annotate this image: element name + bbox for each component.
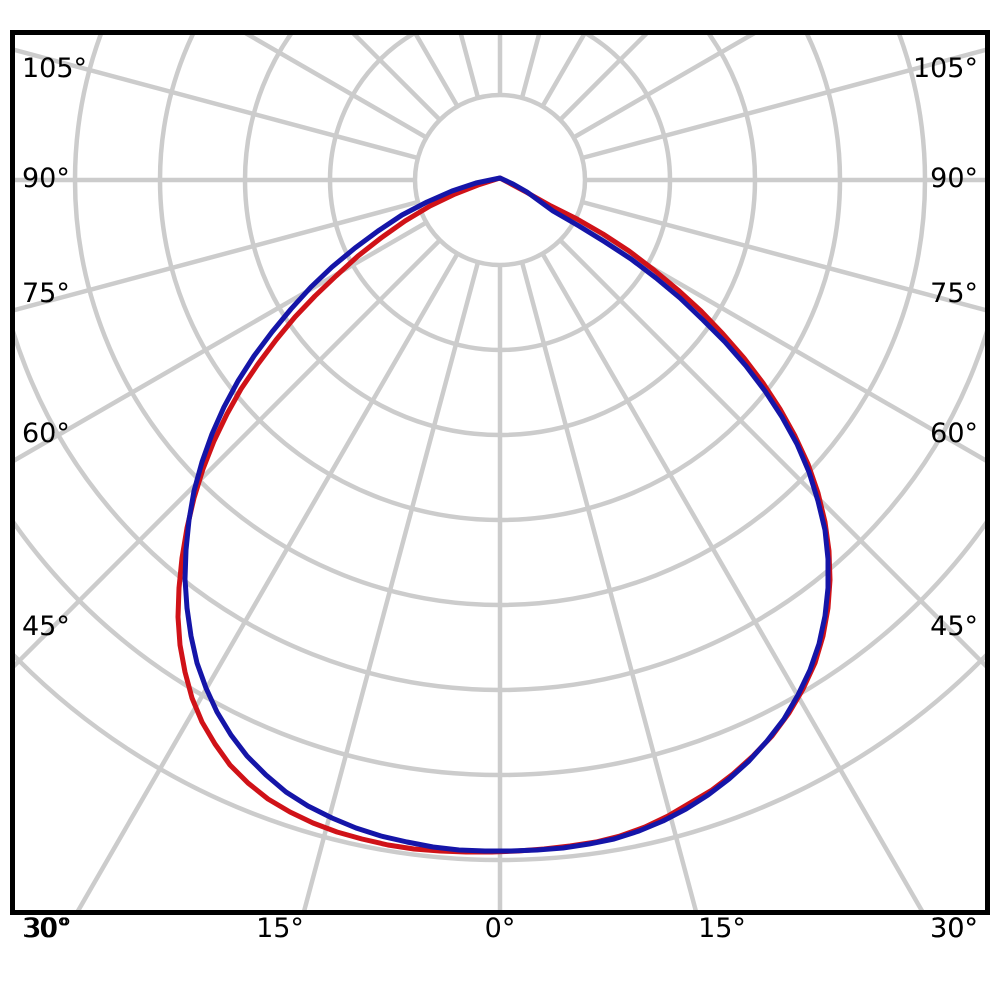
- grid-spoke--120: [244, 35, 428, 140]
- angle-label-bottom-1: 15°: [256, 913, 304, 944]
- grid-spoke-105: [581, 47, 985, 161]
- angle-label-bottom-4: 30°: [930, 913, 978, 944]
- angle-label-right-5: 30°: [930, 913, 978, 944]
- angle-label-bottom-0: 30°: [24, 913, 72, 944]
- curve-c90-c270: [182, 175, 831, 854]
- grid-spoke-15: [519, 261, 698, 910]
- angle-label-right-3: 60°: [930, 418, 978, 449]
- angle-label-bottom-3: 15°: [698, 913, 746, 944]
- polar-grid: [15, 35, 985, 910]
- grid-spoke-120: [572, 35, 756, 140]
- grid-spoke-75: [581, 199, 985, 313]
- plot-frame: [10, 30, 990, 915]
- grid-spoke-45: [558, 238, 985, 669]
- grid-spoke-60: [572, 220, 985, 463]
- grid-spoke-30: [540, 252, 925, 910]
- polar-grid-and-curves: [15, 35, 985, 910]
- angle-label-left-4: 45°: [22, 611, 70, 642]
- distribution-curves: [175, 175, 833, 855]
- angle-label-right-1: 90°: [930, 163, 978, 194]
- grid-spoke--75: [15, 199, 419, 313]
- grid-spoke--60: [15, 220, 428, 463]
- angle-label-left-2: 75°: [22, 278, 70, 309]
- angle-label-left-5: 30°: [22, 913, 70, 944]
- angle-label-right-4: 45°: [930, 611, 978, 642]
- grid-spoke--15: [302, 261, 481, 910]
- angle-label-right-2: 75°: [930, 278, 978, 309]
- grid-spoke--45: [15, 238, 442, 669]
- angle-label-left-1: 90°: [22, 163, 70, 194]
- grid-spoke--105: [15, 47, 419, 161]
- angle-label-left-3: 60°: [22, 418, 70, 449]
- curve-c0-c180: [175, 175, 833, 855]
- angle-label-right-0: 105°: [912, 53, 978, 84]
- grid-spoke--30: [75, 252, 460, 910]
- angle-label-left-0: 105°: [22, 53, 88, 84]
- angle-label-bottom-2: 0°: [484, 913, 516, 944]
